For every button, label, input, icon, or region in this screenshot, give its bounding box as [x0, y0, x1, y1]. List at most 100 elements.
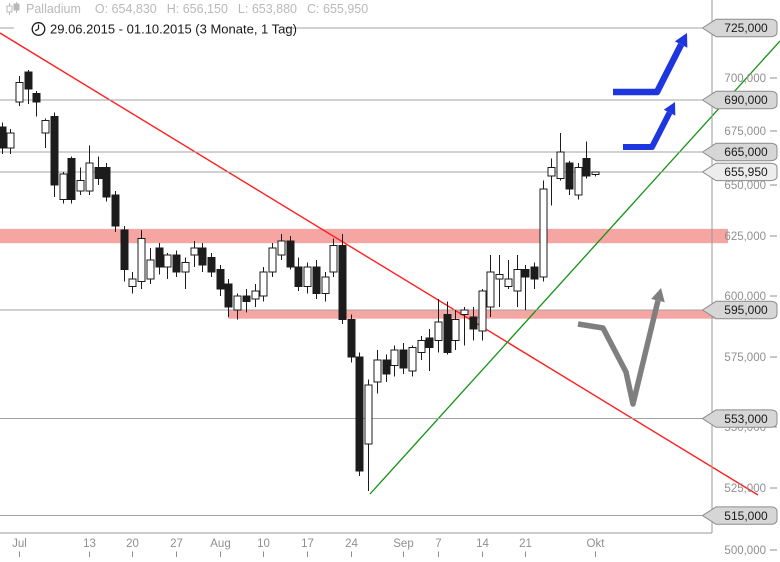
y-axis-label: 625,000 [724, 231, 766, 243]
candle-body-down [399, 349, 408, 369]
candle [382, 354, 391, 383]
x-axis-label: 10 [257, 538, 270, 550]
candle [451, 310, 460, 350]
candle [277, 233, 286, 260]
candle [547, 158, 556, 206]
candle-body-down [198, 247, 207, 266]
forecast-arrow-lower-head [663, 102, 676, 116]
candle-body-down [102, 166, 111, 198]
clock-icon [31, 22, 46, 36]
candle-body-up [574, 166, 583, 196]
x-axis-label: 21 [519, 538, 532, 550]
candle [504, 260, 513, 289]
price-tag-label: 655,950 [724, 165, 768, 179]
candle-body-down [67, 158, 76, 200]
candle [163, 252, 172, 280]
candle [233, 293, 242, 320]
candle [417, 335, 426, 360]
candle [408, 345, 417, 377]
forecast-arrow-lower [623, 102, 676, 150]
candle [128, 272, 137, 294]
candle [530, 262, 539, 289]
candle [24, 70, 33, 105]
x-axis-label: 24 [345, 538, 358, 550]
candle-body-up [128, 278, 137, 287]
candle-body-up [181, 261, 190, 273]
candle [85, 145, 94, 196]
forecast-arrow-upper-shaft [613, 43, 685, 96]
candle [373, 349, 382, 394]
candle-body-down [286, 240, 295, 268]
candle-body-up [321, 276, 330, 295]
candle [399, 342, 408, 374]
candle [251, 284, 260, 308]
candle [329, 238, 338, 277]
candle [469, 307, 478, 341]
candle-body-down [111, 194, 120, 227]
candle-body-down [242, 295, 251, 303]
y-axis-label: 650,000 [724, 180, 766, 192]
y-axis-label: 600,000 [724, 291, 766, 303]
candle [207, 252, 216, 277]
candle-body-up [146, 259, 155, 280]
candle-body-up [390, 349, 399, 366]
candle-body-up [303, 266, 312, 287]
downtrend-line [0, 32, 759, 496]
forecast-arrow-lower-shaft [623, 111, 673, 150]
candle [565, 160, 574, 196]
candlestick-icon [6, 2, 20, 15]
candle [216, 264, 225, 296]
candle-body-up [539, 188, 548, 278]
header-background [14, 20, 284, 38]
candle [155, 243, 164, 275]
candle [259, 267, 268, 302]
candle [102, 163, 111, 202]
price-tag-label: 515,000 [724, 509, 768, 523]
candle-body-up [408, 347, 417, 372]
candle [67, 156, 76, 204]
open-value: O: 654,830 [95, 2, 157, 16]
candle [120, 225, 129, 282]
candle-body-up [591, 171, 600, 175]
x-axis-label: Okt [587, 538, 606, 550]
x-axis-label: 17 [301, 538, 314, 550]
candle-body-up [59, 173, 68, 200]
price-zones [0, 228, 728, 319]
scenario-v-arrow-head [651, 288, 665, 303]
header-ohlc-line: Palladium O: 654,830 H: 656,150 L: 653,880 C… [26, 2, 368, 16]
candle-body-down [382, 359, 391, 375]
candle-body-up [41, 120, 50, 134]
candle [347, 314, 356, 363]
candle-body-up [277, 240, 286, 256]
candle-body-down [155, 247, 164, 268]
candle-body-down [94, 166, 103, 179]
candle [15, 76, 24, 107]
candle [0, 122, 7, 155]
candle [434, 298, 443, 353]
candle [574, 163, 583, 200]
scenario-v-arrow-shaft [577, 299, 661, 407]
high-value: H: 656,150 [167, 2, 228, 16]
candle-body-up [478, 290, 487, 332]
candle-body-up [547, 166, 556, 177]
x-axis-label: 20 [126, 538, 139, 550]
candle [460, 307, 469, 346]
candle [591, 171, 600, 177]
candle [486, 255, 495, 318]
price-tag-label: 690,000 [724, 93, 768, 107]
candle [242, 288, 251, 313]
candle-body-up [251, 290, 260, 300]
candle [59, 171, 68, 204]
price-tag-shape [701, 409, 778, 428]
candle-body-down [582, 158, 591, 177]
candle-body-down [347, 318, 356, 358]
candle-body-down [224, 283, 233, 308]
instrument-name: Palladium [26, 2, 81, 16]
candle [556, 133, 565, 181]
trendlines [0, 32, 780, 496]
y-axis-label: 500,000 [724, 545, 766, 557]
x-axis-label: Sep [393, 538, 413, 550]
candle [41, 118, 50, 148]
x-axis-label: 14 [476, 538, 489, 550]
